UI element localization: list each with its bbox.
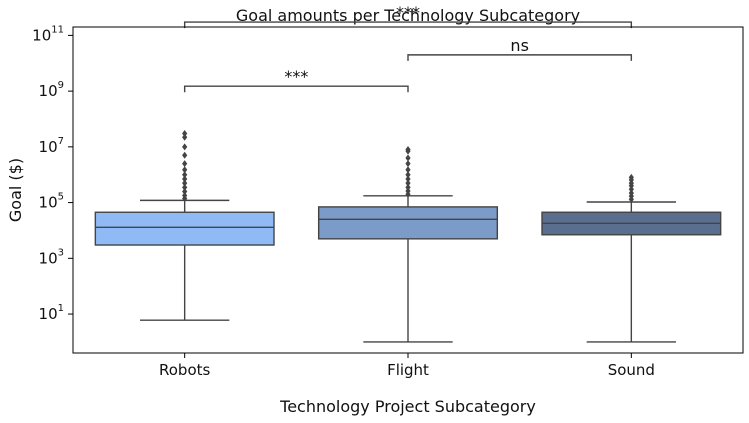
outlier-point: [628, 173, 634, 181]
outlier-point: [405, 146, 411, 154]
y-tick-base: 10: [39, 138, 58, 156]
bracket-label: ***: [396, 3, 420, 22]
outlier-point: [182, 187, 188, 195]
outlier-point: [405, 160, 411, 168]
y-tick-exponent: 9: [58, 80, 64, 91]
y-tick-label: 103: [39, 247, 64, 267]
outlier-point: [182, 179, 188, 187]
y-tick-label: 107: [39, 136, 64, 156]
outlier-point: [405, 183, 411, 191]
outlier-point: [182, 183, 188, 191]
y-tick-label: 109: [39, 80, 64, 100]
box-body: [94, 211, 275, 246]
x-tick-label: Flight: [387, 361, 429, 379]
y-tick-exponent: 1: [58, 303, 64, 314]
y-tick-exponent: 5: [58, 192, 64, 203]
outlier-point: [182, 160, 188, 168]
outlier-point: [628, 189, 634, 197]
outlier-point: [405, 179, 411, 187]
y-tick-exponent: 3: [58, 247, 64, 258]
outlier-point: [182, 130, 188, 138]
box-sound: [541, 173, 722, 343]
outlier-point: [182, 166, 188, 174]
y-axis-label: Goal ($): [6, 158, 25, 222]
significance-bracket: ***: [183, 3, 633, 29]
outlier-point: [182, 175, 188, 183]
y-tick-base: 10: [39, 194, 58, 212]
bracket-label: ***: [284, 67, 308, 86]
outlier-point: [182, 133, 188, 141]
y-tick-base: 10: [32, 26, 51, 44]
outlier-point: [182, 191, 188, 199]
x-axis: Robots Flight Sound: [159, 353, 655, 379]
plot-area: *** ns ***: [94, 3, 722, 343]
y-tick-base: 10: [39, 249, 58, 267]
outlier-point: [405, 187, 411, 195]
bracket-line: [407, 54, 633, 61]
bracket-label: ns: [510, 36, 528, 55]
bracket-line: [183, 21, 633, 29]
outlier-point: [405, 175, 411, 183]
outlier-point: [405, 171, 411, 179]
box-body: [317, 206, 499, 240]
outlier-point: [405, 154, 411, 162]
significance-bracket: ns: [407, 36, 633, 61]
bracket-line: [183, 85, 409, 93]
x-tick-label: Robots: [159, 361, 211, 379]
y-tick-label: 1011: [32, 24, 64, 44]
outlier-point: [182, 143, 188, 151]
chart-title: Goal amounts per Technology Subcategory: [236, 6, 580, 25]
outlier-point: [182, 151, 188, 159]
y-tick-exponent: 11: [51, 24, 64, 35]
y-tick-label: 105: [39, 192, 64, 212]
y-tick-label: 101: [39, 303, 64, 323]
box-robots: [94, 130, 275, 321]
x-tick-label: Sound: [608, 361, 655, 379]
outlier-point: [182, 171, 188, 179]
y-tick-base: 10: [39, 305, 58, 323]
outlier-point: [405, 166, 411, 174]
x-axis-label: Technology Project Subcategory: [279, 397, 536, 416]
significance-bracket: ***: [183, 67, 409, 93]
y-tick-exponent: 7: [58, 136, 64, 147]
y-tick-base: 10: [39, 82, 58, 100]
box-flight: [317, 146, 499, 343]
